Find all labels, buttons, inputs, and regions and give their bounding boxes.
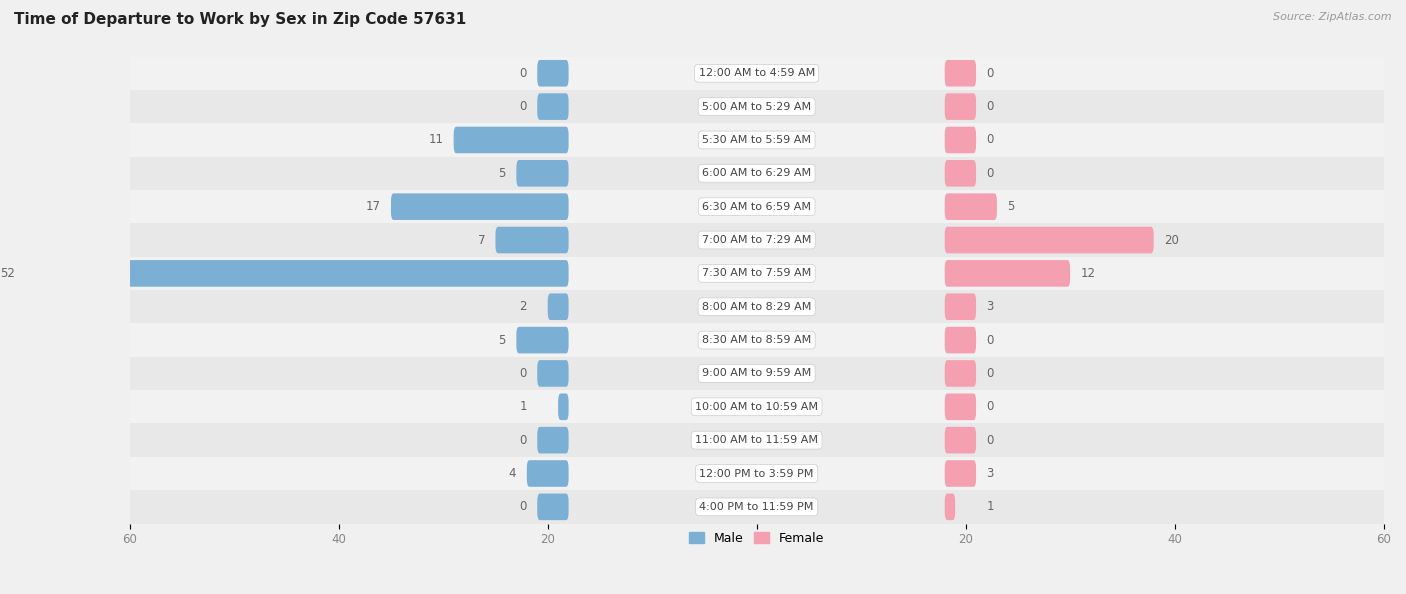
Text: 20: 20 [1164, 233, 1180, 247]
FancyBboxPatch shape [558, 393, 568, 420]
FancyBboxPatch shape [945, 260, 1070, 287]
Text: 0: 0 [987, 334, 994, 346]
FancyBboxPatch shape [391, 194, 568, 220]
Text: 0: 0 [519, 434, 527, 447]
FancyBboxPatch shape [25, 260, 568, 287]
FancyBboxPatch shape [945, 427, 976, 453]
Text: 5: 5 [499, 334, 506, 346]
Text: 0: 0 [987, 100, 994, 113]
FancyBboxPatch shape [454, 127, 568, 153]
Text: 8:00 AM to 8:29 AM: 8:00 AM to 8:29 AM [702, 302, 811, 312]
Text: 3: 3 [987, 467, 994, 480]
Bar [129, 223, 1384, 257]
Text: Source: ZipAtlas.com: Source: ZipAtlas.com [1274, 12, 1392, 22]
FancyBboxPatch shape [945, 293, 976, 320]
Text: 52: 52 [0, 267, 15, 280]
Bar [129, 56, 1384, 90]
Text: 0: 0 [519, 500, 527, 513]
FancyBboxPatch shape [527, 460, 568, 487]
FancyBboxPatch shape [945, 327, 976, 353]
Text: 7:00 AM to 7:29 AM: 7:00 AM to 7:29 AM [702, 235, 811, 245]
Text: 0: 0 [519, 367, 527, 380]
Text: 0: 0 [519, 67, 527, 80]
FancyBboxPatch shape [548, 293, 568, 320]
Text: 8:30 AM to 8:59 AM: 8:30 AM to 8:59 AM [702, 335, 811, 345]
FancyBboxPatch shape [537, 60, 568, 87]
Text: 9:00 AM to 9:59 AM: 9:00 AM to 9:59 AM [702, 368, 811, 378]
Bar [129, 124, 1384, 157]
FancyBboxPatch shape [537, 360, 568, 387]
Text: 7: 7 [478, 233, 485, 247]
Bar [129, 390, 1384, 424]
Bar [129, 290, 1384, 323]
Text: 3: 3 [987, 300, 994, 313]
Bar [129, 424, 1384, 457]
Bar [129, 457, 1384, 490]
FancyBboxPatch shape [537, 427, 568, 453]
FancyBboxPatch shape [945, 60, 976, 87]
Bar [129, 323, 1384, 357]
Text: 5: 5 [1008, 200, 1015, 213]
Text: 10:00 AM to 10:59 AM: 10:00 AM to 10:59 AM [695, 402, 818, 412]
Bar [129, 490, 1384, 523]
FancyBboxPatch shape [537, 494, 568, 520]
Text: 11:00 AM to 11:59 AM: 11:00 AM to 11:59 AM [695, 435, 818, 445]
Text: 4: 4 [509, 467, 516, 480]
Bar [129, 90, 1384, 124]
Text: 0: 0 [987, 167, 994, 180]
Text: 5:30 AM to 5:59 AM: 5:30 AM to 5:59 AM [702, 135, 811, 145]
Legend: Male, Female: Male, Female [685, 527, 830, 550]
FancyBboxPatch shape [537, 93, 568, 120]
FancyBboxPatch shape [516, 160, 568, 187]
Text: 2: 2 [519, 300, 527, 313]
Text: 4:00 PM to 11:59 PM: 4:00 PM to 11:59 PM [699, 502, 814, 512]
Bar [129, 190, 1384, 223]
FancyBboxPatch shape [945, 360, 976, 387]
Text: 12:00 AM to 4:59 AM: 12:00 AM to 4:59 AM [699, 68, 815, 78]
Text: 12:00 PM to 3:59 PM: 12:00 PM to 3:59 PM [699, 469, 814, 479]
Text: 6:00 AM to 6:29 AM: 6:00 AM to 6:29 AM [702, 168, 811, 178]
FancyBboxPatch shape [945, 194, 997, 220]
FancyBboxPatch shape [516, 327, 568, 353]
Text: 0: 0 [987, 367, 994, 380]
Text: 1: 1 [987, 500, 994, 513]
Text: 7:30 AM to 7:59 AM: 7:30 AM to 7:59 AM [702, 268, 811, 279]
Text: 5:00 AM to 5:29 AM: 5:00 AM to 5:29 AM [702, 102, 811, 112]
Bar [129, 257, 1384, 290]
Text: 0: 0 [987, 67, 994, 80]
FancyBboxPatch shape [945, 160, 976, 187]
Text: 0: 0 [987, 434, 994, 447]
Bar [129, 157, 1384, 190]
FancyBboxPatch shape [945, 460, 976, 487]
Text: 0: 0 [519, 100, 527, 113]
FancyBboxPatch shape [495, 227, 568, 253]
Text: 17: 17 [366, 200, 381, 213]
FancyBboxPatch shape [945, 393, 976, 420]
Text: 6:30 AM to 6:59 AM: 6:30 AM to 6:59 AM [702, 202, 811, 211]
Text: 1: 1 [519, 400, 527, 413]
FancyBboxPatch shape [945, 127, 976, 153]
Text: 12: 12 [1081, 267, 1095, 280]
Text: 5: 5 [499, 167, 506, 180]
Text: 0: 0 [987, 400, 994, 413]
Bar [129, 357, 1384, 390]
Text: 11: 11 [429, 134, 443, 147]
Text: 0: 0 [987, 134, 994, 147]
FancyBboxPatch shape [945, 227, 1154, 253]
FancyBboxPatch shape [945, 494, 955, 520]
FancyBboxPatch shape [945, 93, 976, 120]
Text: Time of Departure to Work by Sex in Zip Code 57631: Time of Departure to Work by Sex in Zip … [14, 12, 467, 27]
